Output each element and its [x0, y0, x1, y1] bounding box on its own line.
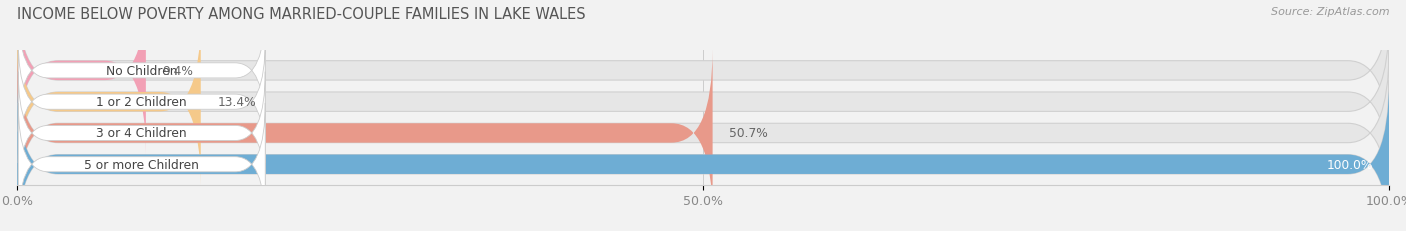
Text: 13.4%: 13.4%: [217, 96, 256, 109]
FancyBboxPatch shape: [17, 50, 713, 217]
Text: 50.7%: 50.7%: [730, 127, 768, 140]
Text: 1 or 2 Children: 1 or 2 Children: [97, 96, 187, 109]
FancyBboxPatch shape: [17, 81, 1389, 231]
FancyBboxPatch shape: [17, 81, 1389, 231]
FancyBboxPatch shape: [17, 18, 1389, 186]
Text: 100.0%: 100.0%: [1326, 158, 1372, 171]
Text: 9.4%: 9.4%: [162, 65, 193, 78]
FancyBboxPatch shape: [18, 72, 266, 195]
Text: Source: ZipAtlas.com: Source: ZipAtlas.com: [1271, 7, 1389, 17]
Text: INCOME BELOW POVERTY AMONG MARRIED-COUPLE FAMILIES IN LAKE WALES: INCOME BELOW POVERTY AMONG MARRIED-COUPL…: [17, 7, 585, 22]
FancyBboxPatch shape: [18, 41, 266, 163]
FancyBboxPatch shape: [17, 0, 1389, 155]
FancyBboxPatch shape: [18, 103, 266, 225]
Text: 5 or more Children: 5 or more Children: [84, 158, 200, 171]
FancyBboxPatch shape: [17, 0, 146, 155]
FancyBboxPatch shape: [17, 18, 201, 186]
FancyBboxPatch shape: [17, 50, 1389, 217]
FancyBboxPatch shape: [18, 10, 266, 132]
Text: No Children: No Children: [105, 65, 177, 78]
Text: 3 or 4 Children: 3 or 4 Children: [97, 127, 187, 140]
